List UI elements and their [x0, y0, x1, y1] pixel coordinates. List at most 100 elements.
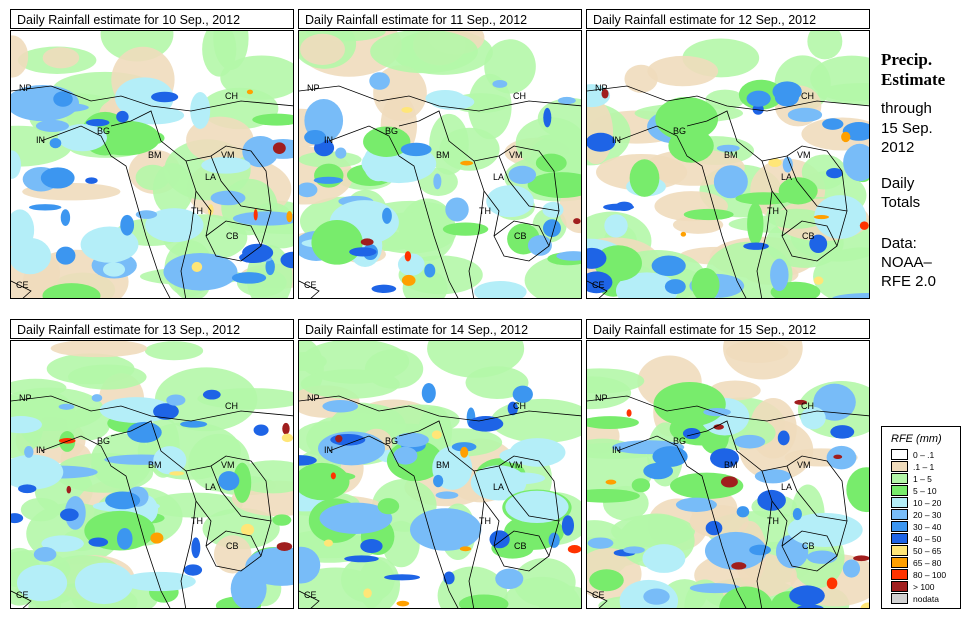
map-label-in: IN: [612, 445, 621, 455]
map-panel: Daily Rainfall estimate for 10 Sep., 201…: [10, 9, 294, 300]
map-label-bg: BG: [385, 436, 399, 446]
map-label-th: TH: [191, 516, 203, 526]
panel-title: Daily Rainfall estimate for 14 Sep., 201…: [298, 319, 582, 339]
legend-label: nodata: [913, 594, 939, 604]
legend-label: 50 – 65: [913, 546, 942, 556]
legend-item: 0 – .1: [891, 449, 960, 461]
map-label-bm: BM: [436, 460, 450, 470]
side-date-1: 15 Sep.: [881, 120, 933, 137]
map-label-cb: CB: [802, 231, 815, 241]
side-source-2: RFE 2.0: [881, 273, 937, 290]
map-label-la: LA: [493, 172, 505, 182]
map-label-ce: CE: [592, 590, 605, 600]
map-label-np: NP: [595, 393, 608, 403]
map-label-th: TH: [767, 206, 779, 216]
side-totals: Totals: [881, 194, 921, 211]
map-label-bg: BG: [97, 126, 111, 136]
side-source-1: NOAA–: [881, 254, 932, 271]
side-date-2: 2012: [881, 139, 915, 156]
map-label-th: TH: [479, 206, 491, 216]
map-label-bg: BG: [97, 436, 111, 446]
rainfall-map: NP CH BG IN BM VM LA TH CB CE: [10, 30, 294, 299]
rainfall-field: [299, 31, 581, 298]
rainfall-field: [11, 341, 293, 608]
legend-swatch: [891, 533, 908, 544]
map-label-np: NP: [595, 83, 608, 93]
legend-label: 20 – 30: [913, 510, 942, 520]
legend-item: 30 – 40: [891, 521, 960, 533]
side-data: Data:: [881, 235, 917, 252]
legend-label: 0 – .1: [913, 450, 935, 460]
map-label-ce: CE: [304, 280, 317, 290]
rainfall-field: [299, 341, 581, 608]
map-label-la: LA: [205, 172, 217, 182]
map-label-ch: CH: [225, 401, 238, 411]
legend-label: 80 – 100: [913, 570, 947, 580]
map-label-np: NP: [19, 393, 32, 403]
map-label-vm: VM: [797, 150, 811, 160]
legend-item: nodata: [891, 593, 960, 605]
rainfall-map: NP CH BG IN BM VM LA TH CB CE: [586, 340, 870, 609]
map-label-ch: CH: [225, 91, 238, 101]
rfe-legend: RFE (mm) 0 – .1 .1 – 1 1 – 5 5 – 10 10 – 20 2…: [881, 426, 961, 609]
map-label-ch: CH: [513, 401, 526, 411]
map-label-vm: VM: [509, 460, 523, 470]
map-label-la: LA: [781, 482, 793, 492]
map-label-bm: BM: [148, 150, 162, 160]
panel-title: Daily Rainfall estimate for 11 Sep., 201…: [298, 9, 582, 29]
legend-item: 10 – 20: [891, 497, 960, 509]
map-label-ce: CE: [304, 590, 317, 600]
legend-label: 40 – 50: [913, 534, 942, 544]
map-label-th: TH: [191, 206, 203, 216]
map-label-vm: VM: [509, 150, 523, 160]
map-panel: Daily Rainfall estimate for 11 Sep., 201…: [298, 9, 582, 300]
legend-swatch: [891, 449, 908, 460]
map-label-np: NP: [19, 83, 32, 93]
side-title-1: Precip.: [881, 50, 933, 69]
map-label-bg: BG: [673, 126, 687, 136]
map-label-bm: BM: [436, 150, 450, 160]
map-label-la: LA: [781, 172, 793, 182]
legend-label: > 100: [913, 582, 935, 592]
legend-label: 65 – 80: [913, 558, 942, 568]
legend-swatch: [891, 569, 908, 580]
map-label-in: IN: [324, 135, 333, 145]
legend-swatch: [891, 461, 908, 472]
legend-label: 10 – 20: [913, 498, 942, 508]
side-through: through: [881, 100, 932, 117]
rainfall-map: NP CH BG IN BM VM LA TH CB CE: [10, 340, 294, 609]
rainfall-map: NP CH BG IN BM VM LA TH CB CE: [298, 340, 582, 609]
legend-swatch: [891, 521, 908, 532]
legend-swatch: [891, 509, 908, 520]
map-label-la: LA: [205, 482, 217, 492]
map-label-cb: CB: [514, 541, 527, 551]
legend-label: 1 – 5: [913, 474, 932, 484]
rainfall-field: [587, 341, 869, 608]
legend-label: 30 – 40: [913, 522, 942, 532]
legend-item: 65 – 80: [891, 557, 960, 569]
legend-item: 1 – 5: [891, 473, 960, 485]
map-label-in: IN: [36, 445, 45, 455]
map-label-bm: BM: [724, 150, 738, 160]
map-label-ce: CE: [16, 590, 29, 600]
legend-item: 40 – 50: [891, 533, 960, 545]
legend-item: 20 – 30: [891, 509, 960, 521]
panel-title: Daily Rainfall estimate for 15 Sep., 201…: [586, 319, 870, 339]
map-label-th: TH: [767, 516, 779, 526]
side-title-2: Estimate: [881, 70, 946, 89]
panel-title: Daily Rainfall estimate for 12 Sep., 201…: [586, 9, 870, 29]
map-label-cb: CB: [226, 541, 239, 551]
map-label-la: LA: [493, 482, 505, 492]
legend-swatch: [891, 545, 908, 556]
legend-swatch: [891, 581, 908, 592]
map-label-th: TH: [479, 516, 491, 526]
legend-item: .1 – 1: [891, 461, 960, 473]
rainfall-field: [11, 31, 293, 298]
map-label-cb: CB: [802, 541, 815, 551]
legend-item: 50 – 65: [891, 545, 960, 557]
map-label-np: NP: [307, 83, 320, 93]
legend-item: > 100: [891, 581, 960, 593]
map-label-ce: CE: [592, 280, 605, 290]
map-label-bm: BM: [148, 460, 162, 470]
map-panel: Daily Rainfall estimate for 13 Sep., 201…: [10, 319, 294, 610]
